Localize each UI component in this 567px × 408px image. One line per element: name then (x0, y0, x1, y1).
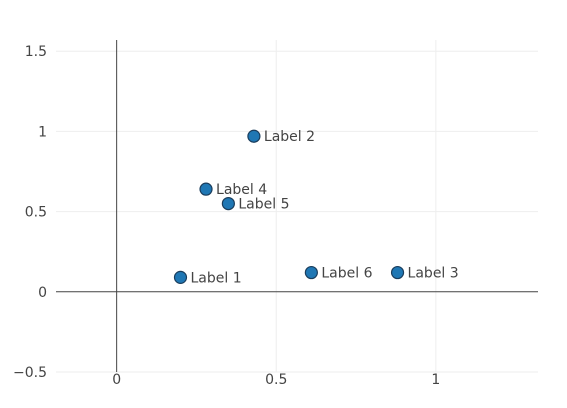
y-tick-label: 0.5 (25, 205, 47, 221)
tick-labels-layer: 0 0.5 1 −0.5 0 0.5 1 1.5 (13, 44, 440, 388)
x-tick-label: 0.5 (265, 372, 287, 388)
data-point-label: Label 2 (264, 129, 315, 145)
data-point-4 (199, 182, 213, 196)
data-point-1 (173, 270, 188, 284)
y-tick-label: 1.5 (25, 44, 47, 60)
grid-layer (56, 40, 538, 373)
data-point-label: Label 4 (216, 182, 267, 198)
points-layer (173, 129, 405, 284)
x-tick-label: 0 (112, 372, 121, 388)
data-point-3 (390, 265, 405, 280)
y-tick-label: −0.5 (13, 365, 47, 381)
data-point-2 (247, 129, 261, 143)
y-tick-label: 1 (38, 124, 47, 140)
data-point-label: Label 6 (321, 266, 372, 282)
axes-layer (56, 40, 538, 372)
data-point-5 (221, 196, 235, 211)
data-point-6 (304, 265, 318, 280)
data-point-label: Label 5 (238, 197, 289, 213)
data-point-label: Label 3 (408, 266, 459, 282)
x-tick-label: 1 (431, 372, 440, 388)
y-tick-label: 0 (38, 285, 47, 301)
data-point-label: Label 1 (190, 270, 241, 286)
